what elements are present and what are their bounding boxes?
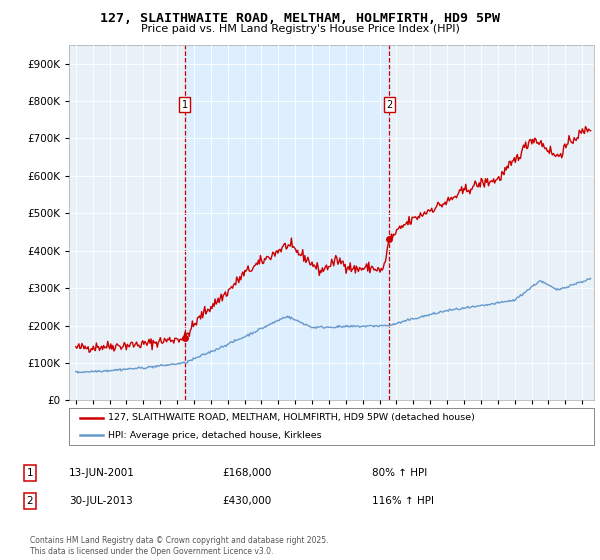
Text: 80% ↑ HPI: 80% ↑ HPI	[372, 468, 427, 478]
Bar	[185, 45, 389, 400]
Text: HPI: Average price, detached house, Kirklees: HPI: Average price, detached house, Kirk…	[109, 431, 322, 440]
Text: 116% ↑ HPI: 116% ↑ HPI	[372, 496, 434, 506]
Text: 127, SLAITHWAITE ROAD, MELTHAM, HOLMFIRTH, HD9 5PW: 127, SLAITHWAITE ROAD, MELTHAM, HOLMFIRT…	[100, 12, 500, 25]
Text: 127, SLAITHWAITE ROAD, MELTHAM, HOLMFIRTH, HD9 5PW (detached house): 127, SLAITHWAITE ROAD, MELTHAM, HOLMFIRT…	[109, 413, 475, 422]
Text: Contains HM Land Registry data © Crown copyright and database right 2025.
This d: Contains HM Land Registry data © Crown c…	[30, 536, 329, 556]
Text: 1: 1	[182, 100, 188, 110]
Text: 2: 2	[26, 496, 34, 506]
Text: 2: 2	[386, 100, 392, 110]
Text: £430,000: £430,000	[222, 496, 271, 506]
Text: 30-JUL-2013: 30-JUL-2013	[69, 496, 133, 506]
Text: 1: 1	[26, 468, 34, 478]
Text: Price paid vs. HM Land Registry's House Price Index (HPI): Price paid vs. HM Land Registry's House …	[140, 24, 460, 34]
Text: £168,000: £168,000	[222, 468, 271, 478]
Text: 13-JUN-2001: 13-JUN-2001	[69, 468, 135, 478]
